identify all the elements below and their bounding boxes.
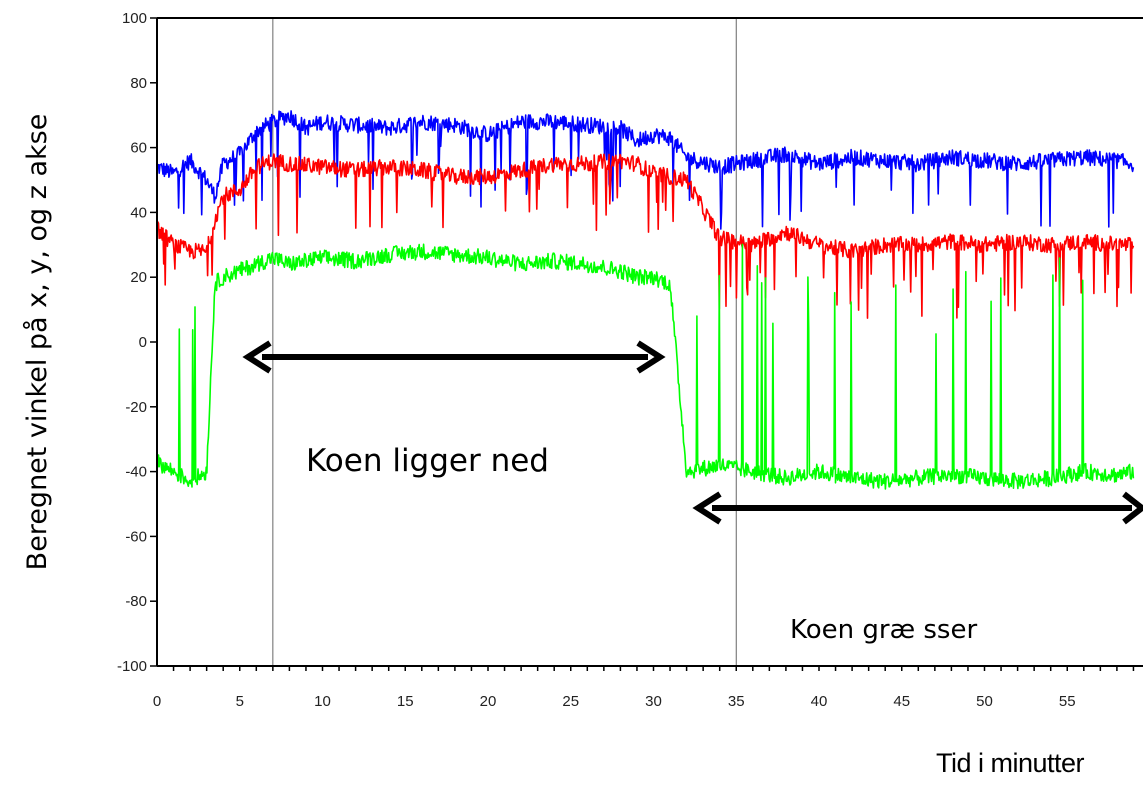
annotation-grazing: Koen græ sser [790, 615, 977, 645]
x-tick-label: 50 [976, 693, 993, 710]
arrow-grazing [692, 491, 1143, 525]
y-tick-label: 0 [139, 334, 147, 351]
x-tick-label: 20 [480, 693, 497, 710]
annotation-lying: Koen ligger ned [306, 443, 549, 479]
arrow-grazing-right-head [1122, 491, 1143, 525]
y-tick-label: 100 [122, 10, 147, 27]
x-tick-label: 30 [645, 693, 662, 710]
arrow-lying [242, 340, 666, 374]
x-tick-label: 10 [314, 693, 331, 710]
y-tick-label: 60 [130, 140, 147, 157]
x-tick-label: 45 [893, 693, 910, 710]
arrow-grazing-left-head [692, 491, 722, 525]
series-line-red [156, 153, 1135, 319]
series-line-blue [156, 110, 1135, 230]
y-tick-label: -20 [125, 399, 147, 416]
y-tick-label: 20 [130, 269, 147, 286]
y-tick-label: -100 [117, 658, 147, 675]
series-line-green [156, 243, 1135, 490]
x-tick-label: 0 [153, 693, 161, 710]
y-tick-label: 40 [130, 204, 147, 221]
y-tick-label: -80 [125, 593, 147, 610]
y-tick-label: -40 [125, 464, 147, 481]
x-tick-label: 55 [1059, 693, 1076, 710]
x-tick-label: 5 [236, 693, 244, 710]
x-tick-label: 15 [397, 693, 414, 710]
y-axis-label: Beregnet vinkel på x, y, og z akse [22, 114, 53, 571]
x-tick-label: 35 [728, 693, 745, 710]
arrow-lying-right-head [636, 340, 666, 374]
y-tick-label: -60 [125, 528, 147, 545]
x-tick-label: 25 [562, 693, 579, 710]
y-tick-label: 80 [130, 75, 147, 92]
arrow-lying-left-head [242, 340, 272, 374]
x-tick-label: 40 [811, 693, 828, 710]
x-axis-label: Tid i minutter [936, 748, 1085, 778]
plot-area [157, 18, 1143, 666]
